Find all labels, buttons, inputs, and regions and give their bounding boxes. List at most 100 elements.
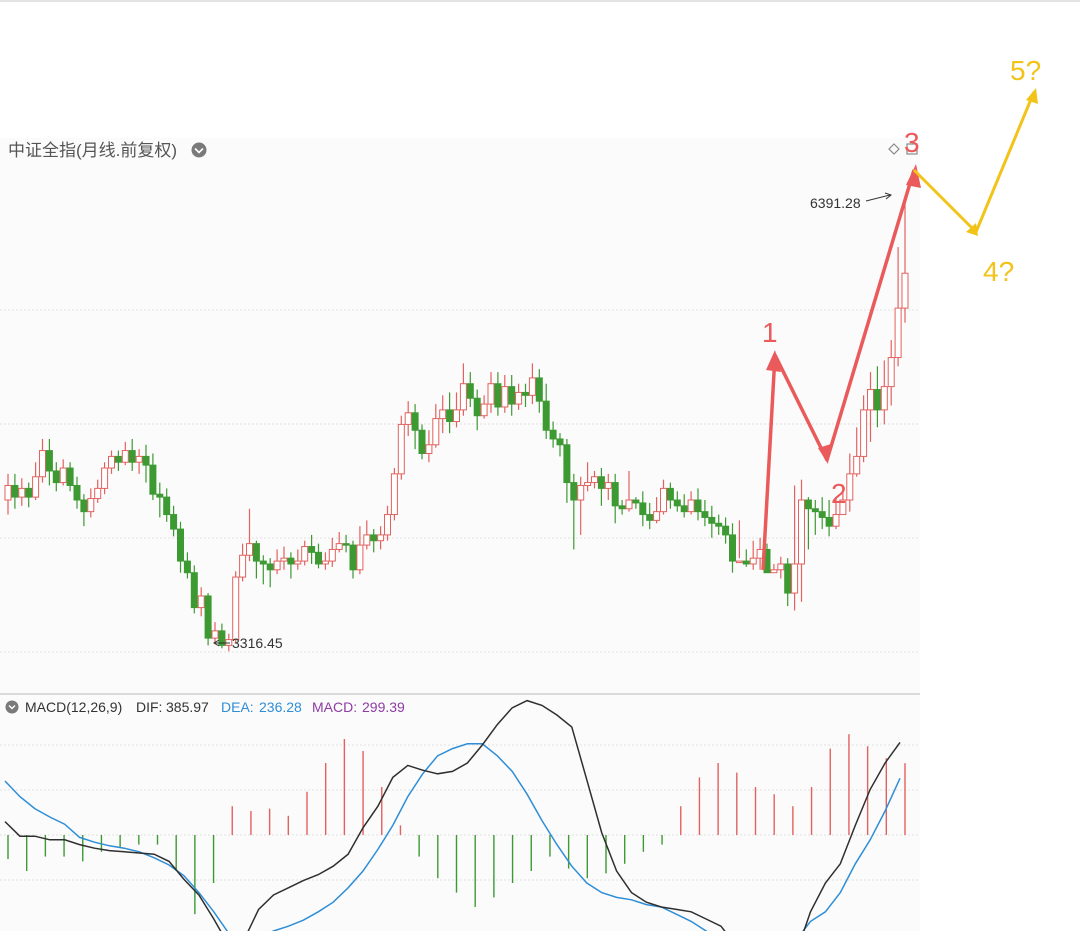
candle-body bbox=[94, 487, 102, 500]
candle-body bbox=[80, 499, 88, 513]
candle-body bbox=[225, 639, 233, 646]
candle-body bbox=[66, 467, 74, 486]
candle-body bbox=[535, 377, 543, 402]
candle-body bbox=[204, 595, 212, 639]
candle-body bbox=[377, 534, 385, 542]
candle-body bbox=[791, 563, 799, 594]
candle-body bbox=[680, 505, 688, 513]
candle-body bbox=[618, 505, 626, 510]
candle-body bbox=[197, 595, 205, 609]
candle-body bbox=[246, 543, 253, 556]
candle-body bbox=[770, 569, 778, 574]
candle-body bbox=[625, 499, 633, 510]
candle-body bbox=[370, 534, 378, 542]
candle-body bbox=[687, 499, 695, 513]
macd-legend: MACD(12,26,9) DIF: 385.97 DEA: 236.28 MA… bbox=[5, 699, 405, 715]
candle-body bbox=[522, 391, 529, 396]
wave-label-1: 1 bbox=[762, 317, 778, 348]
candle-body bbox=[121, 450, 129, 463]
candle-body bbox=[156, 493, 164, 498]
candle-body bbox=[425, 444, 433, 454]
candle-body bbox=[328, 548, 336, 562]
candle-body bbox=[591, 476, 598, 484]
candle-body bbox=[466, 383, 474, 399]
macd-label: MACD: bbox=[312, 699, 357, 715]
square-icon[interactable] bbox=[906, 143, 918, 155]
candle-body bbox=[384, 514, 391, 536]
wave-label-3: 3 bbox=[904, 127, 920, 158]
candle-body bbox=[439, 409, 447, 420]
candle-body bbox=[811, 508, 819, 513]
macd-gridlines bbox=[0, 744, 920, 881]
candle-body bbox=[163, 496, 171, 516]
candle-body bbox=[11, 484, 19, 498]
candle-body bbox=[211, 630, 219, 639]
red-wave-arrows bbox=[761, 164, 921, 571]
candle-body bbox=[701, 511, 709, 518]
candle-body bbox=[252, 543, 260, 562]
candle-body bbox=[846, 473, 854, 501]
low-price-label: 3316.45 bbox=[232, 635, 283, 651]
dif-label: DIF: bbox=[136, 699, 162, 715]
candle-body bbox=[825, 516, 833, 527]
candle-body bbox=[666, 487, 674, 501]
wave1-arrowhead bbox=[766, 350, 781, 372]
candle-body bbox=[584, 482, 592, 486]
candle-body bbox=[577, 484, 585, 501]
candle-body bbox=[363, 534, 371, 546]
candle-body bbox=[239, 554, 247, 578]
candle-body bbox=[597, 476, 605, 489]
candle-body bbox=[742, 560, 750, 565]
candle-body bbox=[660, 487, 667, 513]
macd-chevron-icon[interactable] bbox=[5, 700, 19, 714]
macd-lines bbox=[4, 699, 901, 931]
candle-body bbox=[280, 557, 288, 562]
candle-body bbox=[604, 482, 612, 489]
candle-body bbox=[39, 450, 46, 478]
candle-body bbox=[335, 543, 343, 550]
candle-body bbox=[218, 630, 226, 646]
candle-body bbox=[818, 511, 826, 518]
dea-line bbox=[4, 743, 901, 931]
wave5-arrowhead bbox=[1026, 88, 1038, 104]
candle-body bbox=[266, 563, 274, 571]
candle-body bbox=[459, 383, 467, 411]
chevron-down-circle-icon[interactable] bbox=[191, 142, 207, 158]
candle-body bbox=[453, 409, 460, 423]
candle-body bbox=[59, 467, 67, 484]
candle-body bbox=[784, 563, 792, 594]
candle-body bbox=[397, 423, 405, 475]
candle-body bbox=[232, 576, 240, 641]
candle-body bbox=[342, 543, 350, 546]
candle-body bbox=[860, 409, 868, 457]
candle-body bbox=[542, 400, 550, 431]
wave3-arrowhead bbox=[906, 164, 921, 188]
candle-body bbox=[735, 560, 743, 564]
candle-body bbox=[832, 514, 840, 527]
candle-body bbox=[308, 546, 316, 553]
candle-body bbox=[873, 389, 881, 411]
candle-body bbox=[432, 418, 440, 446]
candle-body bbox=[722, 525, 730, 536]
diamond-icon[interactable] bbox=[888, 143, 900, 155]
candle-body bbox=[418, 429, 426, 454]
candle-body bbox=[411, 412, 419, 431]
candle-body bbox=[880, 386, 888, 411]
candle-body bbox=[887, 357, 895, 388]
high-price-annotation: 6391.28 bbox=[810, 192, 893, 211]
wave-label-5: 5? bbox=[1010, 55, 1041, 86]
candle-body bbox=[301, 546, 309, 562]
candle-body bbox=[646, 514, 654, 521]
candle-body bbox=[673, 499, 681, 507]
high-price-label: 6391.28 bbox=[810, 195, 861, 211]
candle-body bbox=[87, 498, 95, 513]
wave2-arrowhead bbox=[818, 444, 831, 464]
low-price-annotation: 3316.45 bbox=[213, 635, 283, 651]
candle-body bbox=[570, 482, 578, 501]
candle-body bbox=[632, 499, 640, 504]
candle-body bbox=[404, 412, 412, 425]
price-gridlines bbox=[0, 309, 920, 653]
candle-body bbox=[294, 560, 302, 565]
wave4-arrowhead bbox=[966, 223, 978, 236]
